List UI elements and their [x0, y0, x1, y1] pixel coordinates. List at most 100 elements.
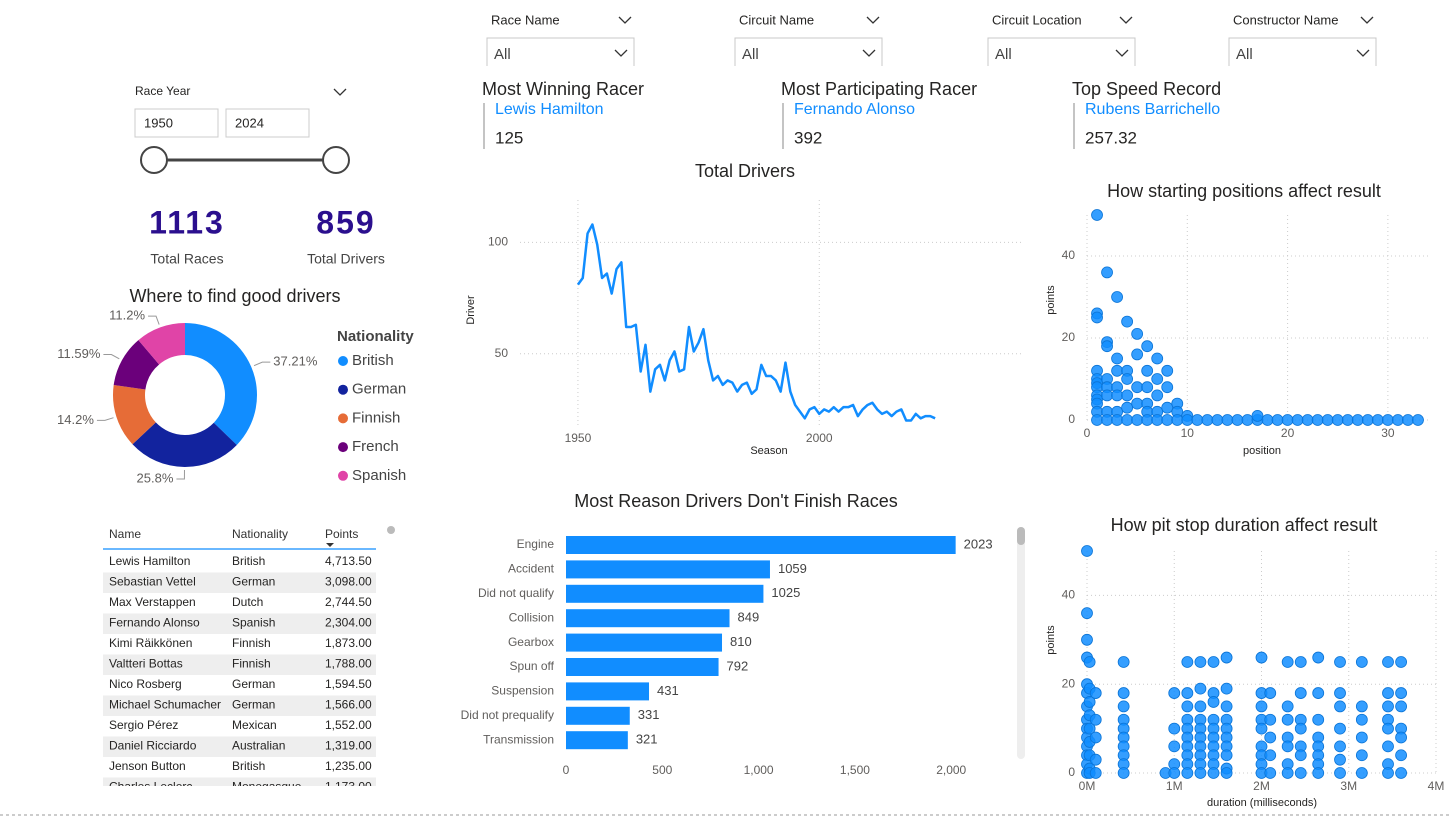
row-shade	[103, 736, 376, 757]
scatter-point	[1089, 687, 1102, 699]
scatter-point	[1264, 713, 1277, 726]
scatter-point	[1101, 414, 1113, 426]
scatter-point	[1117, 687, 1130, 699]
slicer-value: All	[995, 46, 1012, 63]
scatter-point	[1151, 352, 1164, 365]
table-cell: 3,098.00	[325, 575, 372, 589]
scrollbar-track	[1017, 527, 1025, 759]
scatter-point	[1168, 767, 1181, 779]
slicer-box[interactable]	[1228, 37, 1377, 66]
x-axis-label: Season	[750, 445, 787, 457]
slider-handle[interactable]	[140, 146, 168, 174]
scatter-point	[1251, 409, 1264, 422]
scrollbar-thumb[interactable]	[1017, 527, 1025, 545]
scatter-point	[1271, 414, 1284, 426]
chart-title: Most Reason Drivers Don't Finish Races	[574, 491, 898, 511]
slicer-box[interactable]	[734, 37, 883, 66]
scatter-point	[1117, 700, 1130, 713]
scatter-point	[1281, 656, 1294, 668]
bar	[566, 536, 956, 554]
dropdown-chevron	[614, 49, 628, 57]
table-cell: Monegasque	[232, 780, 302, 794]
scatter-point	[1111, 414, 1123, 426]
scatter-point	[1091, 414, 1103, 426]
scatter-point	[1255, 700, 1268, 713]
scatter-point	[1395, 749, 1407, 762]
data-label: 37.21%	[273, 354, 318, 369]
data-label: 331	[638, 707, 660, 722]
scatter-point	[1355, 713, 1368, 726]
table-cell: 1,873.00	[325, 636, 372, 650]
kpi-label: Total Drivers	[307, 251, 385, 267]
leader-line	[148, 315, 160, 325]
table-cell: 4,713.50	[325, 554, 372, 568]
scatter-point	[1331, 414, 1344, 426]
scatter-point	[1083, 722, 1096, 735]
data-label: 25.8%	[137, 470, 174, 485]
scatter-point	[1312, 713, 1325, 726]
x-tick-label: 1,000	[744, 763, 774, 777]
x-tick-label: 2M	[1253, 779, 1270, 793]
year-input[interactable]	[225, 108, 310, 138]
legend-title: Nationality	[337, 328, 414, 345]
donut-slice	[113, 385, 156, 445]
scatter-point	[1131, 397, 1144, 410]
y-axis-label: points	[1045, 625, 1057, 655]
scatter-point	[1089, 731, 1102, 744]
table-cell: Spanish	[232, 616, 275, 630]
scatter-point	[1111, 291, 1123, 303]
y-tick-label: 40	[1062, 248, 1076, 262]
data-label: 810	[730, 634, 752, 649]
category-label: Transmission	[483, 732, 554, 746]
scatter-point	[1168, 722, 1181, 735]
slicer-box[interactable]	[987, 37, 1136, 66]
scatter-point	[1091, 311, 1103, 324]
scatter-point	[1121, 389, 1134, 402]
scatter-point	[1264, 749, 1277, 762]
slider-handle[interactable]	[322, 146, 350, 174]
line-series	[576, 223, 936, 422]
dropdown-chevron	[862, 49, 876, 57]
scatter-point	[1281, 700, 1294, 713]
scatter-point	[1312, 767, 1325, 779]
scatter-point	[1131, 327, 1144, 340]
legend-marker	[338, 356, 348, 366]
slicer-box[interactable]	[486, 37, 635, 66]
leader-line	[176, 469, 185, 480]
scatter-point	[1151, 389, 1164, 402]
scatter-point	[1334, 687, 1346, 699]
scatter-point	[1141, 340, 1154, 353]
scatter-point	[1395, 656, 1407, 668]
bar	[566, 633, 723, 652]
category-label: Collision	[509, 610, 554, 624]
scatter-point	[1361, 414, 1374, 426]
scatter-point	[1241, 414, 1254, 426]
scatter-point	[1141, 381, 1154, 394]
scatter-point	[1355, 656, 1368, 668]
slicer-chevron	[866, 16, 880, 24]
kpi-label: Total Races	[150, 251, 223, 267]
year-value: 1950	[144, 115, 173, 130]
data-label: 11.2%	[109, 308, 145, 323]
year-input[interactable]	[134, 108, 219, 138]
x-tick-label: 4M	[1428, 779, 1445, 793]
y-tick-label: 20	[1062, 676, 1076, 690]
x-tick-label: 1950	[565, 431, 592, 445]
scatter-point	[1101, 340, 1113, 353]
x-tick-label: 0	[1084, 426, 1091, 440]
scatter-point	[1334, 753, 1346, 766]
scatter-point	[1220, 682, 1233, 695]
legend-label: British	[352, 352, 394, 369]
row-shade	[103, 572, 376, 593]
scatter-point	[1141, 414, 1154, 426]
scatter-point	[1181, 767, 1194, 779]
x-tick-label: 2,000	[936, 763, 966, 777]
table-scroll	[387, 526, 395, 534]
scatter-point	[1141, 364, 1154, 377]
y-tick-label: 100	[488, 234, 508, 248]
scatter-point	[1355, 700, 1368, 713]
data-label: 1025	[771, 585, 800, 600]
scatter-point	[1312, 651, 1325, 664]
slicer-label: Circuit Name	[739, 12, 814, 27]
